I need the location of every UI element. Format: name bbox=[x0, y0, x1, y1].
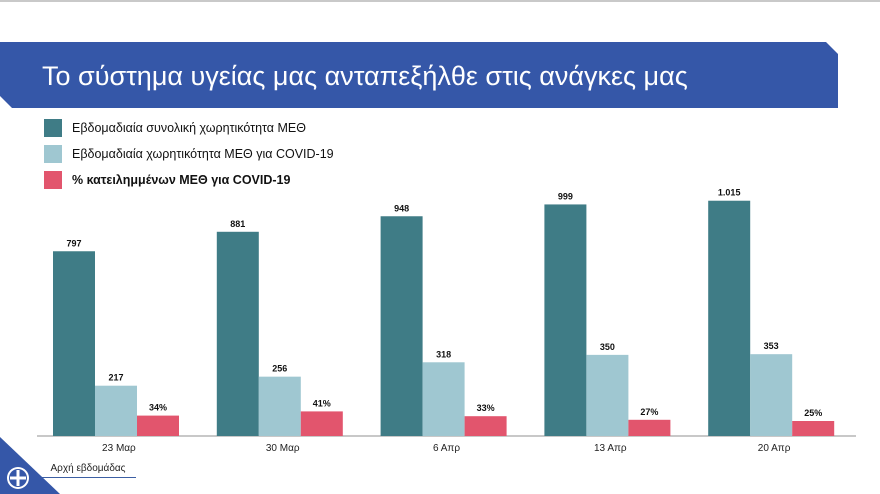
data-label-series2-13-Απρ: 350 bbox=[600, 342, 615, 352]
data-label-series1-6-Απρ: 948 bbox=[394, 203, 409, 213]
bar-series3-6-Απρ bbox=[464, 416, 507, 436]
bar-series1-30-Μαρ bbox=[216, 231, 259, 436]
footnote: Αρχή εβδομάδας bbox=[40, 459, 136, 478]
data-label-series3-6-Απρ: 33% bbox=[477, 403, 495, 413]
bar-series3-13-Απρ bbox=[628, 419, 671, 436]
chart-legend: Εβδομαδιαία συνολική χωρητικότητα ΜΕΘ Εβ… bbox=[44, 116, 334, 194]
bar-series1-13-Απρ bbox=[544, 204, 587, 436]
data-label-series1-23-Μαρ: 797 bbox=[66, 238, 81, 248]
bar-series3-20-Απρ bbox=[792, 421, 835, 436]
bar-series1-20-Απρ bbox=[708, 200, 751, 436]
data-label-series3-13-Απρ: 27% bbox=[640, 407, 658, 417]
data-label-series2-23-Μαρ: 217 bbox=[108, 373, 123, 383]
x-tick-label-23-Μαρ: 23 Μαρ bbox=[102, 443, 136, 454]
data-label-series2-30-Μαρ: 256 bbox=[272, 364, 287, 374]
data-label-series1-13-Απρ: 999 bbox=[558, 191, 573, 201]
top-rule bbox=[0, 0, 880, 2]
legend-label-total-icu: Εβδομαδιαία συνολική χωρητικότητα ΜΕΘ bbox=[72, 121, 306, 135]
bar-series2-30-Μαρ bbox=[258, 376, 301, 436]
legend-item-total-icu: Εβδομαδιαία συνολική χωρητικότητα ΜΕΘ bbox=[44, 116, 334, 140]
x-tick-label-20-Απρ: 20 Απρ bbox=[758, 443, 791, 454]
bar-series2-20-Απρ bbox=[750, 354, 793, 436]
data-label-series3-20-Απρ: 25% bbox=[804, 408, 822, 418]
legend-swatch-covid-icu bbox=[44, 145, 62, 163]
legend-swatch-pct-occupied bbox=[44, 171, 62, 189]
bar-series3-23-Μαρ bbox=[137, 415, 179, 436]
bar-series3-30-Μαρ bbox=[300, 411, 343, 436]
x-tick-label-30-Μαρ: 30 Μαρ bbox=[266, 443, 300, 454]
bar-series1-23-Μαρ bbox=[53, 251, 95, 436]
legend-label-covid-icu: Εβδομαδιαία χωρητικότητα ΜΕΘ για COVID-1… bbox=[72, 147, 334, 161]
data-label-series3-23-Μαρ: 34% bbox=[149, 403, 167, 413]
bar-series2-23-Μαρ bbox=[95, 385, 137, 436]
x-tick-label-6-Απρ: 6 Απρ bbox=[433, 443, 460, 454]
greek-cross-logo bbox=[0, 437, 60, 494]
legend-item-covid-icu: Εβδομαδιαία χωρητικότητα ΜΕΘ για COVID-1… bbox=[44, 142, 334, 166]
bar-series2-13-Απρ bbox=[586, 354, 629, 436]
title-banner bbox=[0, 42, 838, 108]
data-label-series1-30-Μαρ: 881 bbox=[230, 219, 245, 229]
bar-series1-6-Απρ bbox=[380, 216, 423, 436]
legend-item-pct-occupied: % κατειλημμένων ΜΕΘ για COVID-19 bbox=[44, 168, 334, 192]
legend-label-pct-occupied: % κατειλημμένων ΜΕΘ για COVID-19 bbox=[72, 173, 291, 187]
data-label-series3-30-Μαρ: 41% bbox=[313, 398, 331, 408]
x-tick-label-13-Απρ: 13 Απρ bbox=[594, 443, 627, 454]
data-label-series1-20-Απρ: 1.015 bbox=[718, 188, 741, 198]
legend-swatch-total-icu bbox=[44, 119, 62, 137]
page-title: Το σύστημα υγείας μας ανταπεξήλθε στις α… bbox=[42, 61, 688, 91]
data-label-series2-20-Απρ: 353 bbox=[764, 341, 779, 351]
data-label-series2-6-Απρ: 318 bbox=[436, 349, 451, 359]
bar-series2-6-Απρ bbox=[422, 362, 465, 436]
